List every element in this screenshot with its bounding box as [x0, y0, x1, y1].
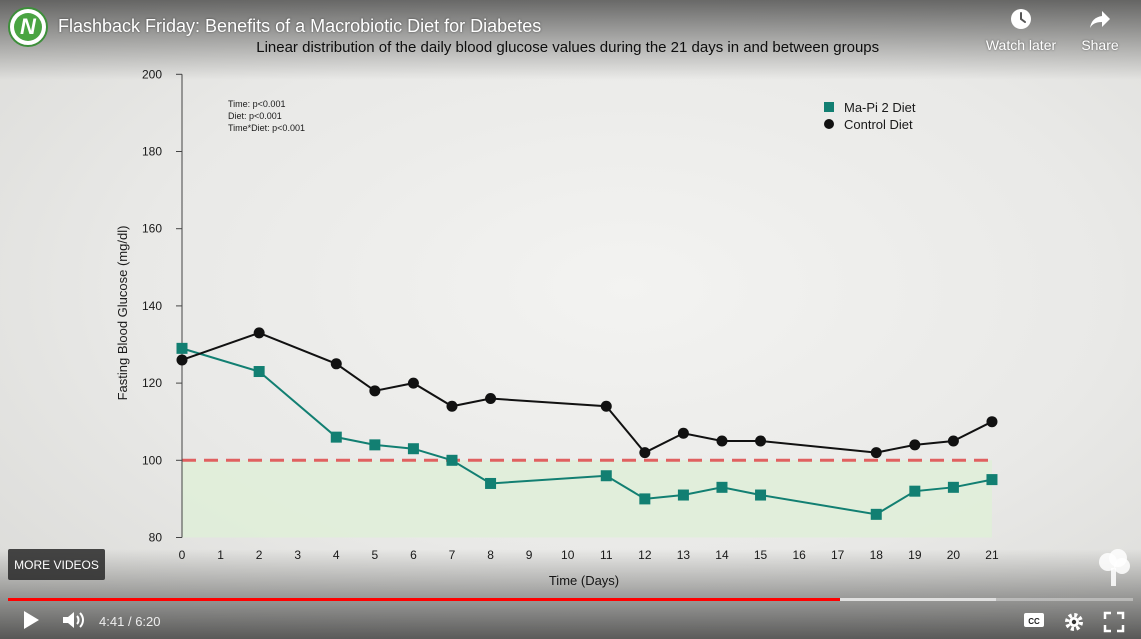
data-point	[677, 427, 689, 439]
series-line-mapi	[181, 347, 993, 516]
legend-marker	[824, 102, 834, 112]
stats-note: Time*Diet: p<0.001	[228, 123, 305, 133]
bottom-gradient	[0, 549, 1141, 639]
svg-text:CC: CC	[1028, 617, 1040, 626]
data-point	[176, 342, 188, 354]
y-tick-label: 180	[142, 145, 162, 159]
y-tick-label: 160	[142, 222, 162, 236]
watch-later-label: Watch later	[985, 37, 1057, 53]
data-point	[253, 366, 265, 378]
video-title[interactable]: Flashback Friday: Benefits of a Macrobio…	[58, 16, 542, 36]
data-point	[485, 477, 497, 489]
data-point	[909, 439, 921, 451]
fullscreen-icon[interactable]	[1103, 611, 1125, 633]
data-point	[407, 443, 419, 455]
y-axis-label: Fasting Blood Glucose (mg/dl)	[115, 226, 130, 401]
clock-icon	[1011, 9, 1031, 29]
more-videos-button[interactable]: MORE VIDEOS	[8, 549, 105, 580]
cc-icon[interactable]: CC	[1023, 610, 1045, 630]
y-tick-label: 80	[149, 531, 163, 545]
data-point	[870, 508, 882, 520]
y-tick-label: 120	[142, 376, 162, 390]
data-point	[716, 481, 728, 493]
data-point	[639, 447, 651, 459]
legend-marker	[824, 119, 834, 129]
data-point	[947, 435, 959, 447]
y-tick-label: 100	[142, 453, 162, 467]
data-point	[986, 474, 998, 486]
data-point	[330, 358, 342, 370]
play-icon[interactable]	[20, 608, 42, 632]
data-point	[253, 327, 265, 339]
channel-logo[interactable]: N	[8, 7, 48, 47]
data-point	[639, 493, 651, 505]
top-gradient	[0, 0, 1141, 80]
data-point	[369, 439, 381, 451]
watch-later-button[interactable]: Watch later	[985, 8, 1057, 53]
stats-note: Time: p<0.001	[228, 99, 285, 109]
data-point	[716, 435, 728, 447]
progress-played	[8, 598, 840, 601]
share-button[interactable]: Share	[1078, 8, 1122, 53]
tree-watermark-icon	[1099, 549, 1130, 586]
data-point	[369, 385, 381, 397]
data-point	[407, 377, 419, 389]
target-zone	[182, 460, 992, 538]
data-point	[446, 400, 458, 412]
data-point	[986, 416, 998, 428]
data-point	[755, 435, 767, 447]
series-line-control	[181, 331, 993, 454]
share-icon	[1090, 11, 1110, 28]
data-point	[446, 454, 458, 466]
y-tick-label: 140	[142, 299, 162, 313]
channel-logo-mark: N	[14, 13, 42, 41]
data-point	[677, 489, 689, 501]
data-point	[870, 447, 882, 459]
share-label: Share	[1081, 37, 1119, 53]
data-point	[485, 393, 497, 405]
legend-label: Control Diet	[844, 117, 913, 132]
data-point	[755, 489, 767, 501]
gear-icon[interactable]	[1063, 611, 1085, 633]
data-point	[909, 485, 921, 497]
data-point	[947, 481, 959, 493]
time-separator: /	[127, 614, 132, 629]
data-point	[600, 400, 612, 412]
legend-label: Ma-Pi 2 Diet	[844, 100, 916, 115]
data-point	[600, 470, 612, 482]
time-display: 4:41 / 6:20	[99, 614, 161, 629]
volume-icon[interactable]	[61, 608, 87, 632]
time-current: 4:41	[99, 614, 125, 629]
data-point	[176, 354, 188, 366]
data-point	[330, 431, 342, 443]
time-total: 6:20	[135, 614, 161, 629]
stats-note: Diet: p<0.001	[228, 111, 282, 121]
progress-bar[interactable]	[8, 598, 1133, 601]
